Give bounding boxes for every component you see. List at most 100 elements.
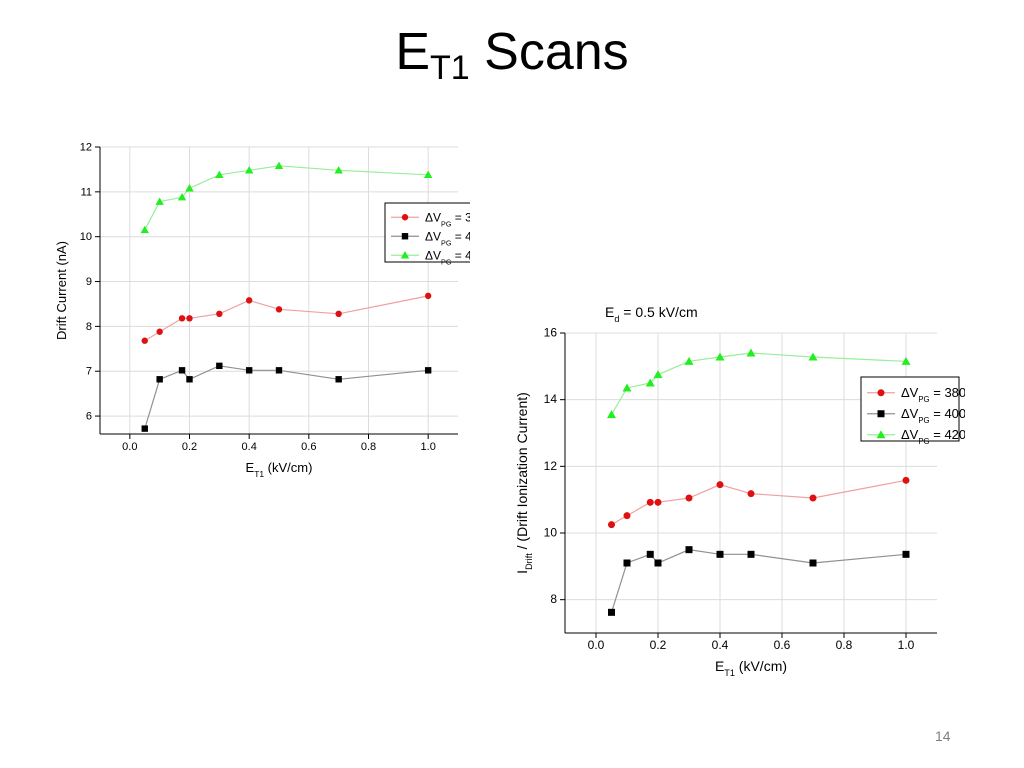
data-point	[334, 166, 343, 174]
data-point	[808, 352, 818, 361]
x-tick-label: 0.2	[650, 638, 667, 652]
data-point	[216, 310, 223, 318]
y-tick-label: 16	[544, 326, 558, 340]
x-tick-label: 0.0	[122, 441, 137, 453]
series-line	[144, 365, 429, 429]
data-point	[140, 225, 149, 234]
y-tick-label: 12	[80, 142, 92, 154]
data-point	[716, 481, 724, 489]
data-point	[746, 348, 756, 357]
data-point	[424, 292, 432, 300]
data-point	[901, 356, 911, 365]
x-tick-label: 0.6	[301, 441, 316, 453]
y-tick-label: 14	[544, 392, 558, 406]
chart-title: Ed = 0.5 kV/cm	[605, 304, 698, 324]
data-point	[186, 376, 193, 383]
data-point	[607, 410, 616, 419]
y-axis-label: Drift Current (nA)	[54, 241, 69, 340]
data-point	[185, 184, 194, 192]
drift-current-chart: 0.0 0.2 0.4 0.6 0.8 1.0 6 7 8 9 10 11 12 ET1 (kV/cm) D…	[54, 142, 470, 479]
series-2	[608, 546, 910, 616]
x-tick-label: 0.6	[774, 638, 791, 652]
series-1	[608, 476, 910, 529]
legend-marker	[401, 233, 409, 240]
series-3	[140, 161, 433, 234]
data-point	[156, 376, 163, 383]
data-point	[809, 494, 817, 502]
data-point	[156, 328, 163, 335]
data-point	[646, 550, 654, 558]
data-point	[275, 367, 283, 374]
data-point	[215, 170, 224, 179]
legend-label: ΔVPG = 380	[901, 385, 965, 404]
data-point	[424, 367, 432, 374]
grid-lines	[100, 146, 458, 434]
data-point	[902, 550, 910, 558]
y-tick-label: 9	[86, 276, 92, 288]
legend-label: ΔVPG = 400	[901, 406, 965, 425]
legend-label: ΔVPG = 380	[425, 210, 470, 228]
title-main: E	[395, 23, 430, 81]
legend-marker	[876, 430, 886, 439]
series-line	[610, 549, 907, 613]
data-point	[216, 362, 223, 370]
data-point	[622, 383, 632, 392]
data-point	[178, 367, 186, 374]
series-2	[141, 362, 432, 432]
y-tick-label: 8	[550, 592, 557, 606]
data-point	[645, 378, 655, 387]
data-point	[654, 498, 662, 506]
legend-label: ΔVPG = 420	[425, 248, 470, 266]
x-tick-label: 0.4	[712, 638, 729, 652]
data-point	[423, 170, 433, 179]
y-tick-label: 12	[544, 459, 558, 473]
legend: ΔVPG = 380 ΔVPG = 400 ΔVPG = 420	[860, 376, 965, 446]
legend-marker	[877, 410, 885, 418]
legend-label: ΔVPG = 420	[901, 427, 965, 446]
data-point	[747, 490, 755, 498]
data-point	[141, 425, 148, 432]
normalized-current-chart: Ed = 0.5 kV/cm 0.0 0.2 0.4 0.6 0.8 1.0 8 10 12 14 1…	[514, 304, 965, 678]
data-point	[274, 161, 284, 170]
data-point	[685, 546, 693, 554]
data-point	[244, 166, 254, 174]
slide-title: ET1 Scans	[0, 22, 1024, 88]
data-point	[654, 559, 662, 567]
x-axis-label: ET1 (kV/cm)	[715, 658, 787, 678]
y-tick-label: 7	[86, 366, 92, 378]
data-point	[141, 337, 148, 344]
data-point	[608, 608, 615, 616]
data-point	[178, 315, 186, 322]
data-point	[177, 193, 187, 201]
data-point	[809, 559, 817, 567]
data-point	[716, 550, 724, 558]
data-point	[653, 370, 663, 379]
x-tick-label: 0.0	[588, 638, 605, 652]
x-tick-label: 0.2	[182, 441, 197, 453]
title-rest: Scans	[469, 23, 629, 81]
x-tick-label: 0.8	[361, 441, 376, 453]
data-point	[747, 550, 755, 558]
data-point	[902, 476, 910, 484]
data-point	[608, 521, 615, 529]
y-tick-label: 8	[86, 321, 92, 333]
data-point	[245, 367, 253, 374]
legend-marker	[401, 214, 409, 221]
legend-box	[384, 202, 470, 263]
series-3	[607, 348, 911, 419]
data-point	[245, 297, 253, 304]
y-tick-label: 11	[81, 186, 92, 198]
data-point	[684, 356, 694, 365]
legend-label: ΔVPG = 400	[425, 229, 470, 247]
data-point	[685, 494, 693, 502]
title-subscript: T1	[430, 49, 470, 87]
data-point	[275, 306, 283, 313]
y-tick-label: 10	[544, 526, 558, 540]
y-tick-label: 10	[80, 231, 92, 243]
series-1	[141, 292, 432, 344]
legend-box	[860, 376, 960, 442]
legend-marker	[877, 389, 885, 397]
x-tick-label: 0.8	[836, 638, 853, 652]
data-point	[335, 376, 342, 383]
